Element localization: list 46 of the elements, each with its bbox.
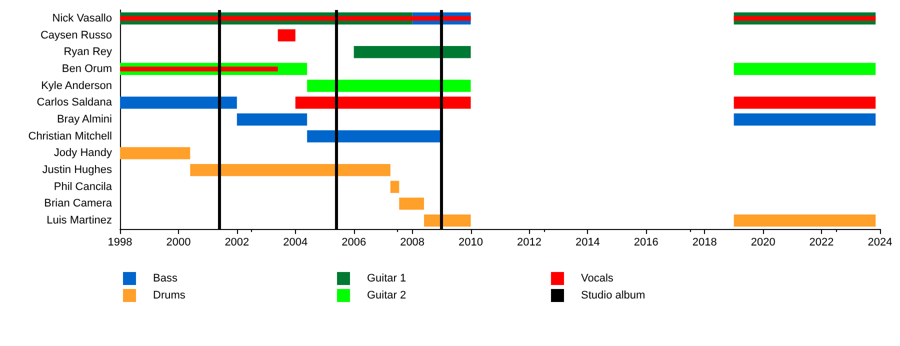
y-tick-label: Kyle Anderson — [41, 80, 112, 92]
bar — [120, 96, 237, 109]
y-tick-label: Nick Vasallo — [52, 12, 112, 24]
x-tick-label: 2002 — [224, 236, 250, 248]
bar — [236, 113, 308, 126]
bar — [734, 113, 876, 126]
y-tick-label: Phil Cancila — [54, 180, 113, 193]
x-tick-label: 1998 — [108, 236, 132, 248]
legend-label: Bass — [153, 272, 178, 284]
x-tick-label: 2022 — [809, 236, 834, 248]
y-tick-label: Justin Hughes — [42, 164, 112, 176]
bar — [734, 214, 876, 227]
bar — [307, 80, 471, 92]
x-tick-label: 2018 — [692, 236, 717, 248]
x-tick-label: 2012 — [516, 236, 542, 248]
bar — [120, 147, 190, 160]
legend-label: Studio album — [581, 290, 646, 302]
bar — [424, 214, 471, 227]
legend-label: Guitar 2 — [367, 290, 406, 302]
x-tick-label: 2014 — [575, 236, 600, 248]
y-tick-label: Luis Martinez — [46, 214, 112, 227]
bar — [390, 180, 400, 193]
bar — [354, 46, 471, 58]
y-tick-label: Caysen Russo — [40, 29, 112, 42]
y-tick-label: Bray Almini — [56, 114, 112, 126]
bar — [399, 198, 424, 210]
y-tick-label: Ben Orum — [62, 62, 112, 75]
bar — [307, 130, 442, 142]
x-tick-label: 2020 — [750, 236, 776, 248]
x-tick-label: 2024 — [868, 236, 892, 248]
x-tick-label: 2010 — [458, 236, 484, 248]
x-tick-label: 2016 — [634, 236, 658, 248]
y-tick-label: Jody Handy — [54, 147, 112, 160]
y-tick-label: Brian Camera — [44, 198, 113, 210]
bar — [190, 164, 390, 176]
legend-label: Vocals — [581, 272, 614, 284]
legend-label: Drums — [153, 290, 186, 302]
bar — [734, 62, 876, 76]
x-tick-label: 2004 — [283, 236, 308, 248]
x-tick-label: 2008 — [400, 236, 425, 248]
y-tick-label: Carlos Saldana — [36, 96, 113, 109]
y-tick-label: Ryan Rey — [64, 46, 112, 58]
y-tick-label: Christian Mitchell — [28, 130, 112, 142]
x-tick-label: 2000 — [166, 236, 191, 248]
x-tick-label: 2006 — [342, 236, 366, 248]
legend-label: Guitar 1 — [367, 272, 406, 284]
